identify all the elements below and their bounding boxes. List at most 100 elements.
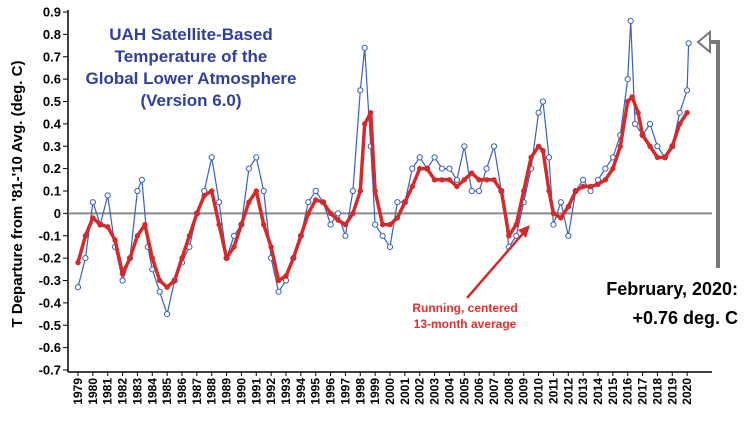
running-average-point bbox=[469, 170, 475, 176]
monthly-anomaly-point bbox=[646, 120, 654, 128]
running-average-point bbox=[684, 110, 690, 116]
running-average-point bbox=[298, 233, 304, 239]
annotation-arrow-head bbox=[518, 225, 530, 238]
monthly-anomaly-point bbox=[654, 143, 661, 150]
monthly-anomaly-point bbox=[138, 176, 145, 183]
y-tick-label: -0.4 bbox=[39, 295, 62, 310]
running-average-point bbox=[253, 188, 259, 194]
running-average-point bbox=[587, 183, 594, 190]
title-line-4: (Version 6.0) bbox=[140, 91, 241, 110]
x-tick-label: 2015 bbox=[606, 378, 620, 405]
running-average-point bbox=[506, 233, 512, 239]
monthly-anomaly-point bbox=[357, 87, 364, 94]
running-average-point bbox=[216, 221, 222, 228]
running-average-point bbox=[558, 215, 564, 221]
y-tick-label: 0.9 bbox=[43, 5, 61, 20]
running-average-point bbox=[75, 259, 81, 266]
running-average-point bbox=[231, 244, 237, 250]
running-average-point bbox=[164, 284, 170, 290]
monthly-anomaly-point bbox=[684, 87, 691, 94]
running-average-point bbox=[635, 110, 641, 116]
x-tick-label: 2013 bbox=[576, 378, 590, 405]
running-average-point bbox=[387, 221, 393, 228]
x-tick-label: 1985 bbox=[160, 378, 174, 405]
running-average-annotation: Running, centered 13-month average bbox=[412, 225, 530, 331]
monthly-anomaly-point bbox=[545, 154, 553, 161]
running-average-point bbox=[194, 210, 200, 217]
monthly-anomaly-point bbox=[461, 143, 468, 150]
running-average-point bbox=[573, 188, 579, 194]
x-tick-label: 2002 bbox=[413, 378, 427, 405]
running-average-point bbox=[134, 233, 141, 239]
monthly-anomaly-point bbox=[305, 199, 312, 206]
running-average-point bbox=[546, 188, 552, 194]
monthly-anomaly-point bbox=[550, 221, 557, 228]
y-tick-label: 0.1 bbox=[43, 184, 61, 199]
monthly-anomaly-point bbox=[312, 187, 319, 195]
monthly-anomaly-point bbox=[624, 76, 631, 83]
x-tick-label: 2020 bbox=[680, 378, 694, 405]
x-tick-label: 1984 bbox=[145, 378, 159, 405]
running-average-point bbox=[461, 177, 467, 183]
x-tick-label: 1988 bbox=[205, 378, 219, 405]
running-average-point bbox=[565, 204, 571, 210]
running-average-point bbox=[483, 177, 490, 183]
running-average-point bbox=[439, 177, 445, 183]
y-tick-label: -0.6 bbox=[39, 340, 61, 355]
running-average-point bbox=[580, 183, 586, 190]
running-average-point bbox=[82, 233, 89, 239]
x-tick-label: 2011 bbox=[546, 378, 560, 404]
monthly-anomaly-point bbox=[535, 109, 542, 116]
running-average-point bbox=[320, 199, 326, 205]
monthly-anomaly-point bbox=[685, 40, 692, 47]
x-tick-label: 2010 bbox=[532, 378, 546, 405]
running-average-point bbox=[105, 224, 111, 230]
title-line-2: Temperature of the bbox=[115, 47, 268, 66]
running-average-point bbox=[179, 255, 185, 261]
running-average-point bbox=[424, 165, 430, 172]
x-tick-label: 1992 bbox=[264, 378, 278, 405]
running-average-point bbox=[261, 221, 267, 228]
monthly-anomaly-point bbox=[453, 176, 460, 183]
x-tick-label: 2009 bbox=[517, 378, 531, 405]
running-average-point bbox=[142, 221, 148, 228]
annotation-arrow-line bbox=[466, 229, 527, 299]
x-tick-label: 1979 bbox=[71, 378, 85, 405]
running-average-point bbox=[327, 210, 334, 217]
y-ticks: 0.9 0.8 0.7 0.6 0.5 0.4 0.3 0.2 0.1 0 -0.1 -0.2 -0.3… bbox=[39, 5, 68, 378]
running-average-point bbox=[625, 98, 631, 105]
running-average-point bbox=[246, 199, 252, 205]
running-average-point bbox=[431, 177, 438, 183]
monthly-anomaly-point bbox=[349, 187, 356, 195]
annotation-line-2: 13-month average bbox=[414, 317, 517, 331]
monthly-anomaly-point bbox=[216, 199, 223, 206]
latest-value-callout: February, 2020: +0.76 deg. C bbox=[580, 29, 745, 334]
monthly-anomaly-point bbox=[327, 221, 334, 228]
running-average-point bbox=[335, 217, 341, 223]
x-tick-label: 1996 bbox=[324, 378, 338, 405]
monthly-anomaly-point bbox=[104, 192, 111, 199]
running-average-point bbox=[498, 188, 505, 194]
x-tick-label: 2017 bbox=[636, 378, 650, 405]
title-line-3: Global Lower Atmosphere bbox=[86, 69, 297, 88]
y-tick-label: -0.1 bbox=[39, 228, 61, 243]
x-tick-label: 1987 bbox=[190, 378, 204, 405]
x-tick-label: 1999 bbox=[368, 378, 382, 405]
monthly-anomaly-point bbox=[260, 187, 267, 195]
y-tick-label: 0.3 bbox=[43, 139, 61, 154]
running-average-point bbox=[372, 188, 378, 194]
x-tick-label: 2012 bbox=[561, 378, 575, 405]
y-tick-label: 0.7 bbox=[43, 49, 61, 64]
running-average-point bbox=[223, 255, 230, 261]
x-tick-label: 2008 bbox=[502, 378, 516, 405]
running-average-point bbox=[350, 210, 356, 217]
running-average-point bbox=[409, 183, 415, 190]
monthly-anomaly-point bbox=[119, 277, 126, 284]
monthly-anomaly-point bbox=[431, 154, 438, 161]
running-average-point bbox=[647, 143, 653, 150]
monthly-anomaly-point bbox=[513, 232, 520, 239]
monthly-anomaly-point bbox=[468, 187, 475, 195]
running-average-point bbox=[119, 271, 126, 277]
